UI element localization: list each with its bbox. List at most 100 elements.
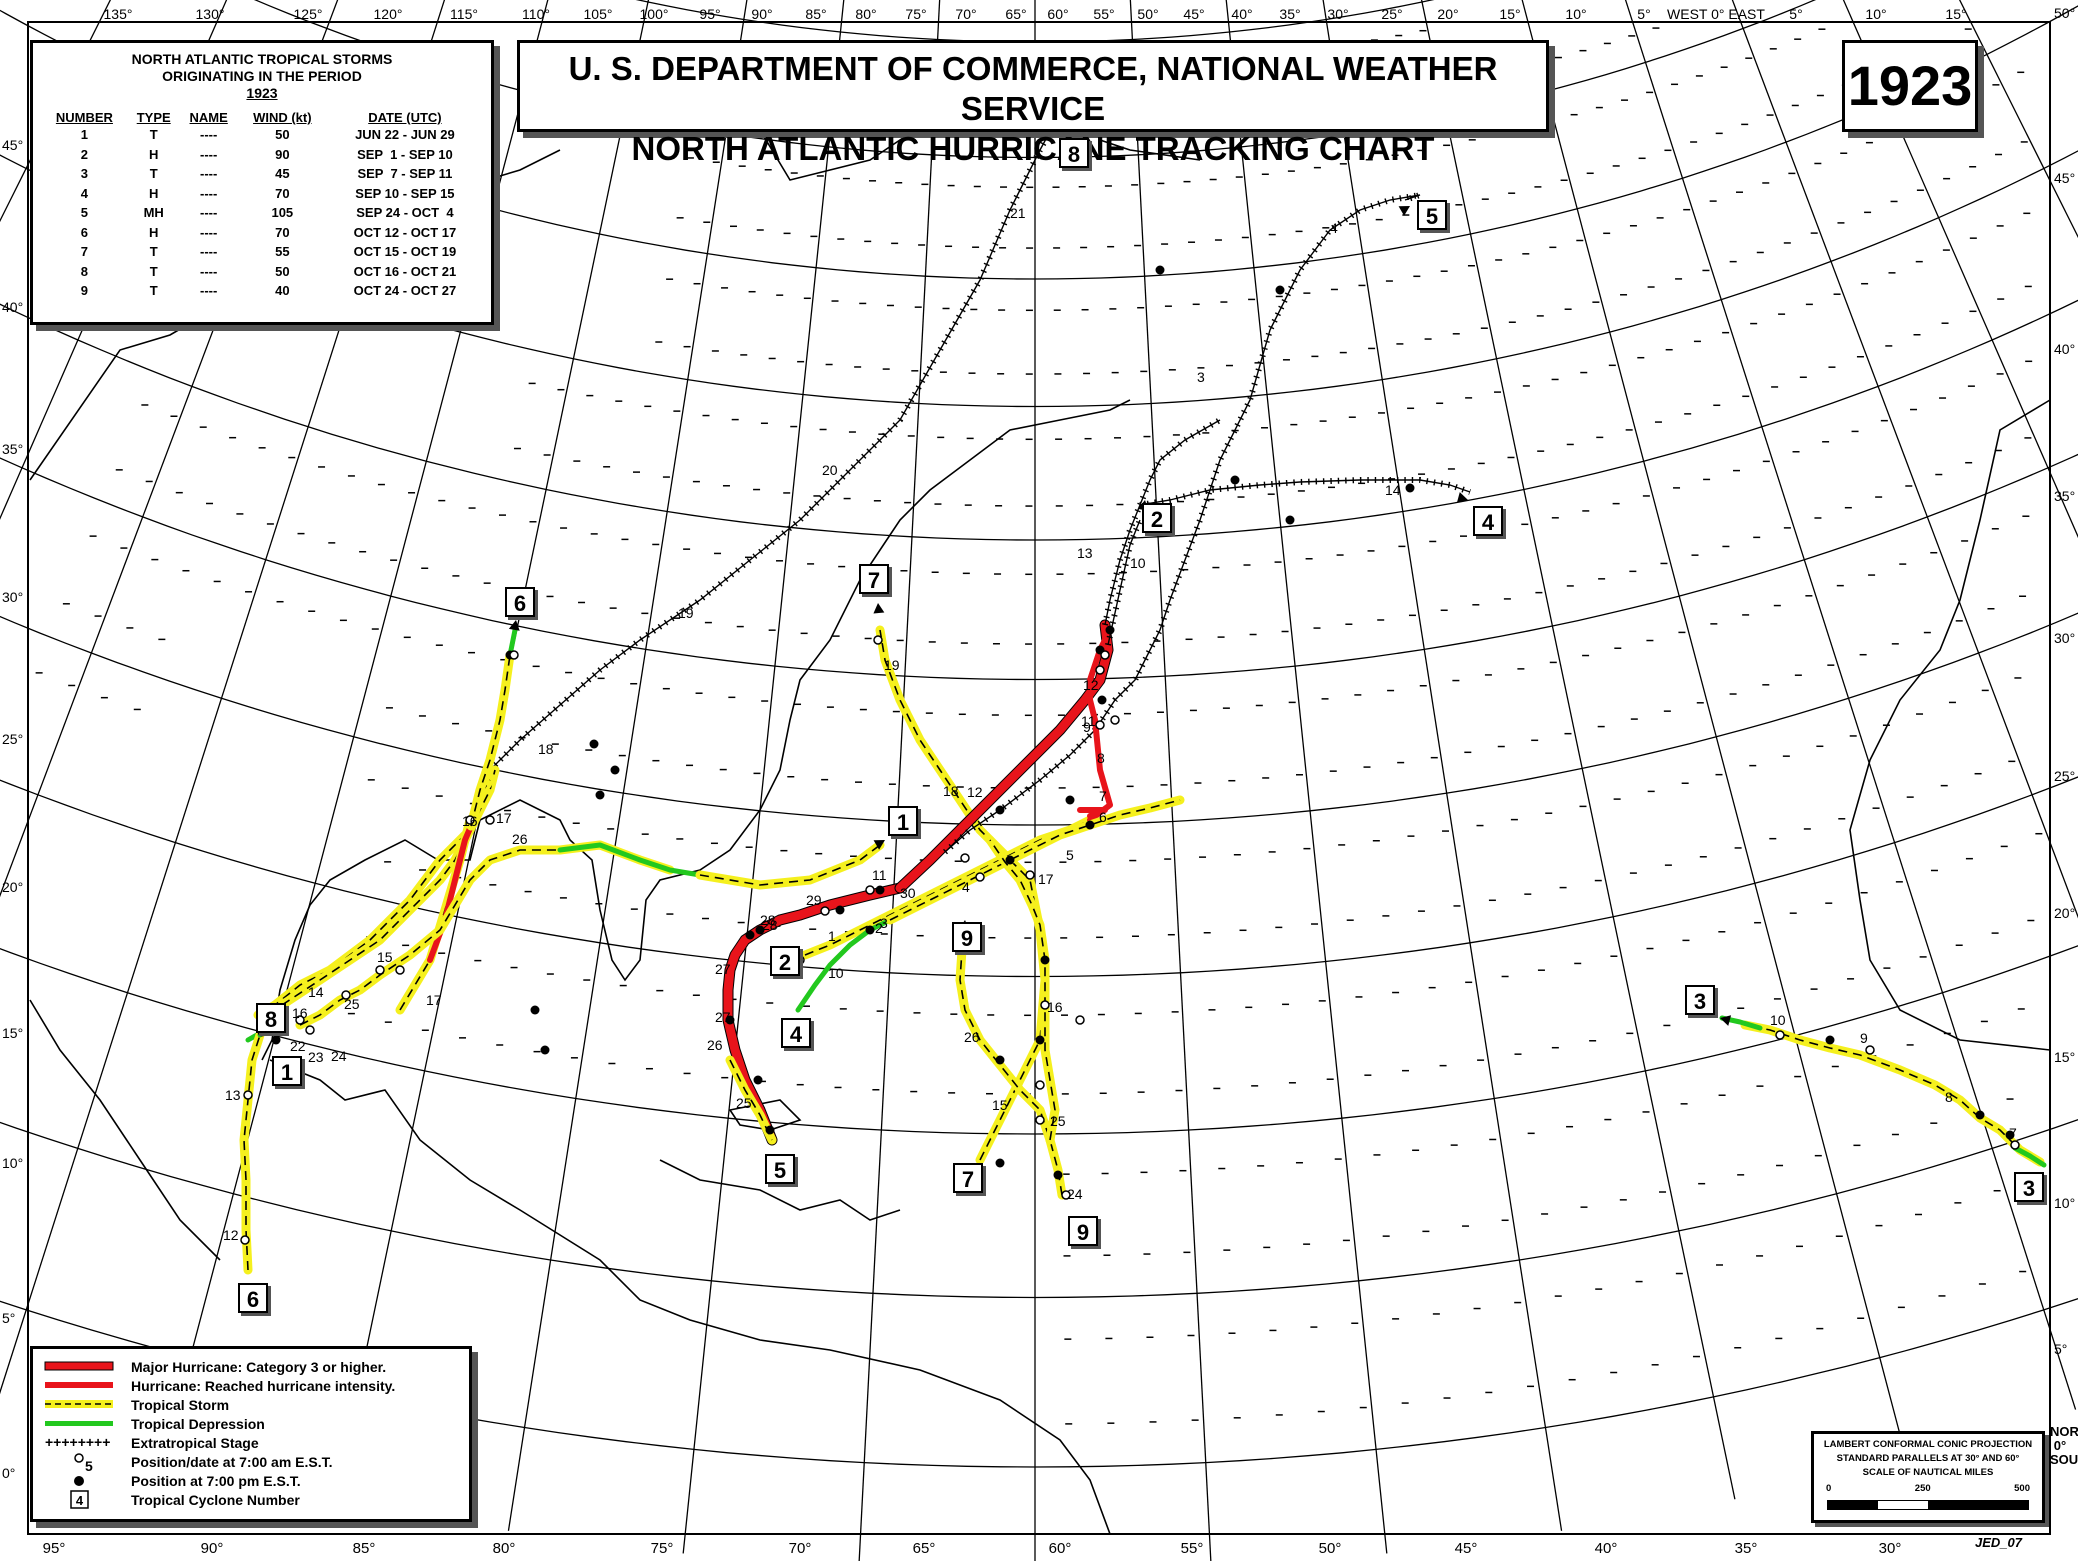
longitude-label: 95° [699,6,720,22]
storm-number-tag: 5 [765,1154,795,1184]
table-cell: ---- [200,283,218,298]
track-hurricane [1077,807,1108,819]
latitude-label: 25° [2054,768,2075,784]
right-latitude-labels: 50° 45° 40° 35° 30° 25° 20° 15° 10° 5° [2054,5,2075,1357]
meridian-line [1420,0,1736,1500]
storm-tracks [239,98,2047,1275]
position-pm-marker [995,1158,1005,1168]
latitude-label: 5° [2,1310,15,1326]
table-row: 1 T ---- 50 JUN 22 - JUN 29 [41,125,483,145]
date-label: 25 [736,1095,752,1111]
track-tropical-storm-dash [470,654,511,827]
title-line-2: NORTH ATLANTIC HURRICANE TRACKING CHART [631,130,1435,167]
date-label: 10 [1770,1012,1786,1028]
position-pm-marker [1053,1170,1063,1180]
legend-major-hurricane-label: Major Hurricane: Category 3 or higher. [131,1358,387,1375]
position-am-marker [960,853,970,863]
date-label: 21 [1010,205,1026,221]
coastline-segment [269,1059,1111,1535]
projection-line-2: STANDARD PARALLELS AT 30° AND 60° [1836,1453,2020,1464]
track-tropical-storm-dash [729,1059,773,1141]
track-arrowhead [508,620,520,631]
scale-ticks: 0 250 500 [1826,1482,2030,1496]
position-am-marker [509,650,519,660]
date-label: 17 [496,810,512,826]
table-column-header: DATE (UTC) [368,110,442,125]
longitude-label: 70° [955,6,976,22]
coastline-segment [29,999,221,1261]
position-am-marker [1865,1045,1875,1055]
meridian-line [507,0,748,1531]
table-cell: T [149,263,158,279]
table-cell: ---- [200,127,218,142]
date-label: 12 [223,1227,239,1243]
parallel-line [0,1118,2078,1299]
track-tropical-depression [557,842,703,878]
latitude-label: 5° [2054,1341,2067,1357]
table-column-header: NUMBER [55,110,113,125]
storm-number-tag: 9 [952,922,982,952]
longitude-label: 85° [353,1540,376,1557]
legend-major-hurricane-symbol [43,1357,115,1376]
table-cell: 45 [275,166,290,181]
date-label: 6 [1099,809,1107,825]
longitude-label: 75° [905,6,926,22]
position-am-marker [465,815,475,825]
position-pm-marker [1230,475,1240,485]
date-label: 5 [1066,847,1074,863]
legend-tropical-depression-label: Tropical Depression [131,1415,265,1432]
legend-cyclone-number-symbol: 4 [43,1490,115,1509]
title-line-1: U. S. DEPARTMENT OF COMMERCE, NATIONAL W… [568,50,1498,127]
longitude-label: 45° [1455,1540,1478,1557]
position-pm-marker [1285,515,1295,525]
latitude-label: 40° [2,299,23,315]
table-cell: 90 [275,146,290,162]
date-label: 1 [828,928,836,944]
date-label: 27 [715,961,731,977]
position-pm-marker [1005,855,1015,865]
projection-line-1: LAMBERT CONFORMAL CONIC PROJECTION [1823,1439,2033,1450]
longitude-label: 135° [104,6,133,22]
position-pm-marker [1405,483,1415,493]
table-row: 7 T ---- 55 OCT 15 - OCT 19 [41,242,483,262]
longitude-label: 5° [1789,6,1802,22]
date-label: 3 [1197,369,1205,385]
table-cell: ---- [200,146,218,162]
legend-tropical-storm: Tropical Storm [43,1395,459,1414]
position-am-marker [240,1235,250,1245]
longitude-label: 65° [913,1540,936,1557]
position-am-marker [1035,1080,1045,1090]
date-label: 25 [344,996,360,1012]
date-label: 14 [308,984,324,1000]
parallel-line [0,1298,2078,1468]
storm-number-tag: 6 [238,1283,268,1313]
longitude-label: 35° [1735,1540,1758,1557]
latitude-label: 20° [2054,905,2075,921]
legend-major-hurricane: Major Hurricane: Category 3 or higher. [43,1357,459,1376]
table-cell: H [149,146,159,162]
date-label: 9 [1860,1030,1868,1046]
legend-hurricane-symbol [43,1376,115,1395]
date-label: 30 [900,885,916,901]
table-cell: ---- [200,185,218,201]
latitude-label: 45° [2054,170,2075,186]
date-label: 3 [880,915,888,931]
longitude-label: 10° [1865,6,1886,22]
meridian-line [162,0,549,1459]
date-label: 17 [1038,871,1054,887]
longitude-label: 130° [196,6,225,22]
date-label: 26 [964,1029,980,1045]
position-pm-marker [1040,955,1050,965]
date-label: 17 [426,992,442,1008]
table-cell: 9 [80,283,89,298]
longitude-label: 115° [450,6,478,22]
bottom-longitude-labels: 95° 90° 85° 80° 75° 70° 65° 60° 55° 50° 45° 40° 35° 3… [43,1540,1902,1557]
ocean-hatching [35,27,2043,1425]
longitude-label: 60° [1049,1540,1072,1557]
track-extratropical-ticks [1102,503,1143,626]
latitude-label: 30° [2,589,23,605]
year-badge: 1923 [1842,40,1978,132]
position-pm-marker [595,790,605,800]
date-label: 18 [538,741,554,757]
